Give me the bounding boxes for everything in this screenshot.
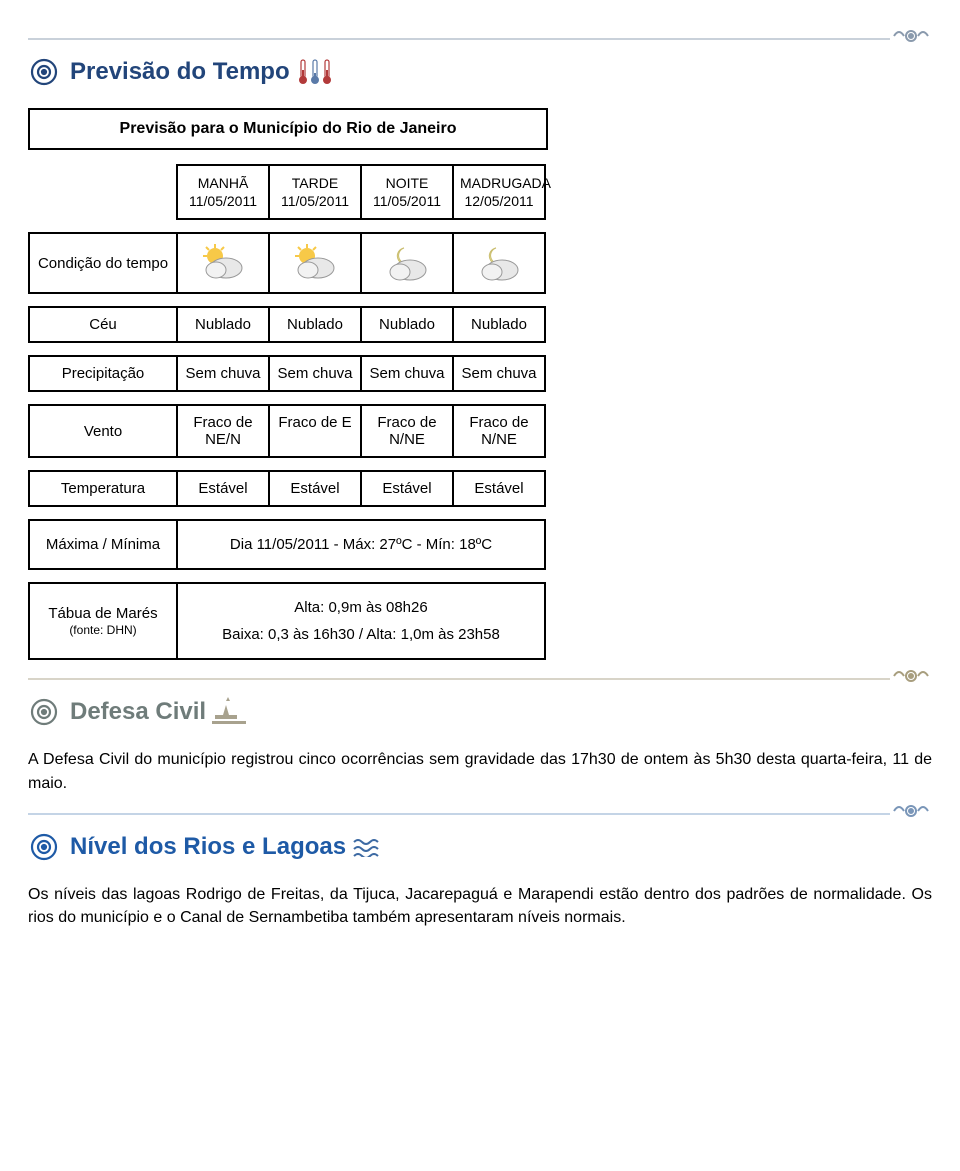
table-cell: Nublado bbox=[360, 306, 454, 343]
table-cell: Fraco de N/NE bbox=[360, 404, 454, 458]
maxmin-value: Dia 11/05/2011 - Máx: 27ºC - Mín: 18ºC bbox=[176, 519, 546, 570]
table-cell: Fraco de NE/N bbox=[176, 404, 270, 458]
table-cell: Estável bbox=[176, 470, 270, 507]
divider-nivel bbox=[28, 813, 932, 815]
table-cell: Sem chuva bbox=[452, 355, 546, 392]
section-title-nivel: Nível dos Rios e Lagoas bbox=[70, 833, 346, 861]
row-label-vento: Vento bbox=[28, 404, 178, 458]
row-label-mares: Tábua de Marés (fonte: DHN) bbox=[28, 582, 178, 660]
thermometer-icon bbox=[322, 58, 332, 86]
moon-cloud-icon bbox=[474, 242, 524, 284]
weather-icon-cell bbox=[176, 232, 270, 294]
civil-defense-icon bbox=[212, 697, 246, 727]
row-label-precip: Precipitação bbox=[28, 355, 178, 392]
hr-line bbox=[28, 38, 932, 40]
row-label-temp: Temperatura bbox=[28, 470, 178, 507]
thermometer-icons bbox=[298, 58, 332, 86]
table-cell: Fraco de N/NE bbox=[452, 404, 546, 458]
thermometer-icon bbox=[298, 58, 308, 86]
weather-icon-cell bbox=[360, 232, 454, 294]
table-cell: Estável bbox=[452, 470, 546, 507]
header-nivel: Nível dos Rios e Lagoas bbox=[28, 831, 932, 863]
period-head: NOITE11/05/2011 bbox=[360, 164, 454, 220]
waves-icon bbox=[352, 837, 386, 857]
target-icon bbox=[28, 56, 60, 88]
period-head: TARDE11/05/2011 bbox=[268, 164, 362, 220]
station-badge-icon bbox=[890, 799, 932, 823]
header-previsao: Previsão do Tempo bbox=[28, 56, 932, 88]
target-icon bbox=[28, 696, 60, 728]
table-cell: Estável bbox=[360, 470, 454, 507]
sun-cloud-icon bbox=[198, 242, 248, 284]
table-cell: Fraco de E bbox=[268, 404, 362, 458]
divider-defesa bbox=[28, 678, 932, 680]
sun-cloud-icon bbox=[290, 242, 340, 284]
forecast-title: Previsão para o Município do Rio de Jane… bbox=[28, 108, 548, 150]
station-badge-icon bbox=[890, 664, 932, 688]
weather-icon-cell bbox=[268, 232, 362, 294]
station-badge-icon bbox=[890, 24, 932, 48]
defesa-body-text: A Defesa Civil do município registrou ci… bbox=[28, 748, 932, 794]
row-label-condicao: Condição do tempo bbox=[28, 232, 178, 294]
section-title-defesa: Defesa Civil bbox=[70, 698, 206, 726]
table-cell: Sem chuva bbox=[360, 355, 454, 392]
forecast-table: Previsão para o Município do Rio de Jane… bbox=[28, 108, 548, 660]
table-cell: Nublado bbox=[452, 306, 546, 343]
header-defesa: Defesa Civil bbox=[28, 696, 932, 728]
table-cell: Sem chuva bbox=[268, 355, 362, 392]
table-cell: Nublado bbox=[268, 306, 362, 343]
divider-previsao bbox=[28, 38, 932, 40]
row-label-ceu: Céu bbox=[28, 306, 178, 343]
target-icon bbox=[28, 831, 60, 863]
empty-cell bbox=[28, 164, 178, 220]
period-head: MADRUGADA12/05/2011 bbox=[452, 164, 546, 220]
table-cell: Sem chuva bbox=[176, 355, 270, 392]
hr-line bbox=[28, 813, 932, 815]
table-cell: Nublado bbox=[176, 306, 270, 343]
thermometer-icon bbox=[310, 58, 320, 86]
hr-line bbox=[28, 678, 932, 680]
row-label-maxmin: Máxima / Mínima bbox=[28, 519, 178, 570]
weather-icon-cell bbox=[452, 232, 546, 294]
table-cell: Estável bbox=[268, 470, 362, 507]
nivel-body-text: Os níveis das lagoas Rodrigo de Freitas,… bbox=[28, 883, 932, 929]
period-head: MANHÃ11/05/2011 bbox=[176, 164, 270, 220]
section-title-previsao: Previsão do Tempo bbox=[70, 58, 290, 86]
mares-value: Alta: 0,9m às 08h26 Baixa: 0,3 às 16h30 … bbox=[176, 582, 546, 660]
moon-cloud-icon bbox=[382, 242, 432, 284]
